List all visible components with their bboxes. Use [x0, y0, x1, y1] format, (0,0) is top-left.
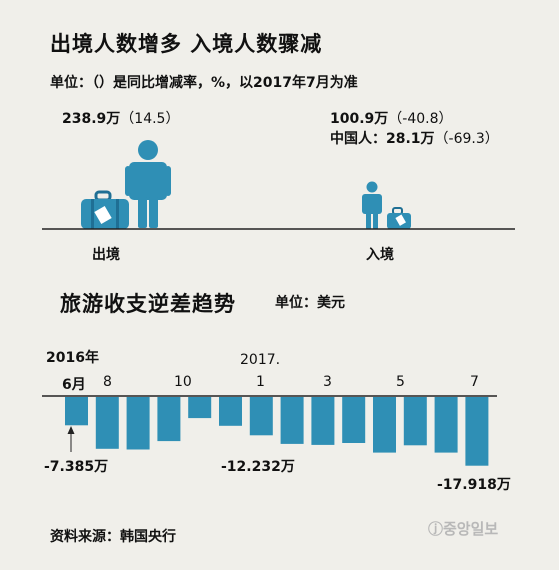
inbound-value-line: 100.9万（-40.8） — [330, 108, 453, 128]
callout-last-value: -17.918万 — [437, 477, 511, 493]
inbound-suitcase-icon — [387, 207, 411, 229]
bar-2017-03 — [342, 397, 366, 443]
bar-2017-01 — [280, 397, 304, 444]
outbound-value-line: 238.9万（14.5） — [62, 108, 179, 128]
month-label-7: 7 — [470, 374, 479, 390]
source-note: 资料来源：韩国央行 — [50, 529, 176, 545]
bar-2016-10 — [188, 397, 212, 419]
bar-2017-04 — [373, 397, 396, 453]
inbound-chinese-line: 中国人：28.1万（-69.3） — [330, 128, 499, 148]
outbound-label: 出境 — [92, 247, 120, 263]
month-label-1: 1 — [256, 374, 265, 390]
bar-2017-05 — [403, 397, 427, 446]
bottom-unit-note: 单位：美元 — [275, 295, 345, 311]
month-label-8: 8 — [103, 374, 112, 390]
bar-2016-12 — [249, 397, 273, 436]
top-title: 出境人数增多 入境人数骤减 — [50, 32, 323, 56]
brand-logo: ⓙ중앙일보 — [428, 520, 499, 538]
bottom-title: 旅游收支逆差趋势 — [60, 292, 236, 316]
year-2016-label: 2016年 — [46, 350, 99, 366]
outbound-suitcase-icon — [81, 190, 129, 229]
inbound-value: 100.9万 — [330, 111, 389, 127]
bar-2017-02 — [311, 397, 335, 445]
inbound-rate: （-40.8） — [388, 111, 453, 127]
month-label-6: 6月 — [62, 377, 86, 393]
bars-group — [65, 397, 489, 466]
inbound-chinese-value: 28.1万 — [386, 131, 435, 147]
outbound-value: 238.9万 — [62, 111, 121, 127]
inbound-label: 入境 — [366, 247, 394, 263]
bar-2016-06 — [65, 397, 88, 426]
month-label-5: 5 — [396, 374, 405, 390]
callout-mid-value: -12.232万 — [221, 459, 295, 475]
inbound-person-icon — [362, 181, 382, 229]
travelers-illustration — [42, 140, 515, 230]
top-unit-note: 单位：（）是同比增减率，%，以2017年7月为准 — [50, 75, 358, 91]
bar-2017-06 — [434, 397, 458, 453]
outbound-person-icon — [125, 140, 171, 228]
bar-2016-09 — [157, 397, 181, 442]
month-label-3: 3 — [323, 374, 332, 390]
inbound-chinese-rate: （-69.3） — [434, 131, 499, 147]
year-2017-label: 2017. — [240, 352, 281, 368]
deficit-bar-chart — [42, 395, 497, 466]
bar-2016-08 — [126, 397, 150, 450]
bar-2016-11 — [219, 397, 242, 426]
month-label-10: 10 — [174, 374, 192, 390]
bar-2017-07 — [465, 397, 489, 466]
inbound-chinese-label: 中国人： — [330, 131, 386, 147]
first-bar-pointer-arrow — [67, 426, 75, 452]
callout-first-value: -7.385万 — [44, 459, 109, 475]
bar-2016-07 — [95, 397, 119, 449]
outbound-rate: （14.5） — [120, 111, 180, 127]
